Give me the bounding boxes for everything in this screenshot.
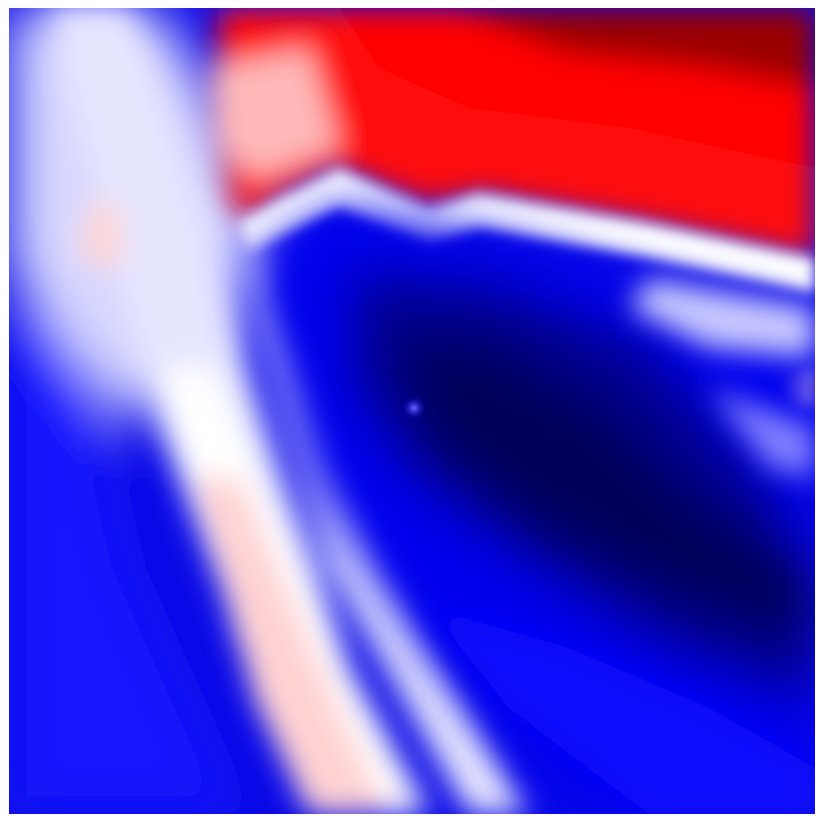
light-blue-bands bbox=[429, 278, 815, 814]
field-image bbox=[9, 8, 815, 814]
upper-red-region bbox=[209, 8, 815, 258]
deep-blue-core bbox=[249, 208, 815, 814]
bright-spot bbox=[402, 396, 426, 420]
field-canvas bbox=[9, 8, 815, 814]
